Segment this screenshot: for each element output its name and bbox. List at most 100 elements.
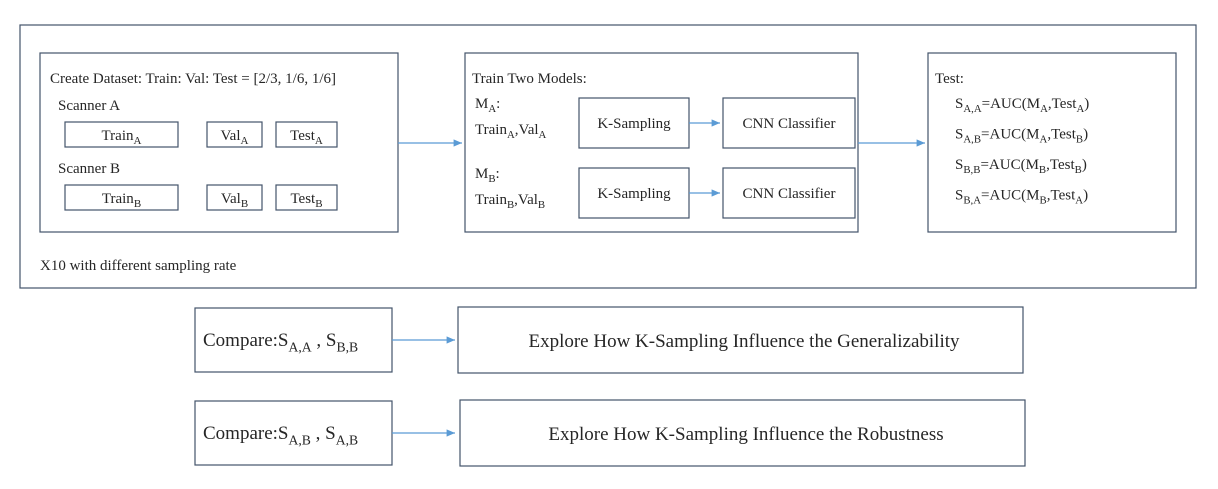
- scanner-label: Scanner B: [58, 161, 120, 177]
- step-label: K-Sampling: [597, 186, 671, 202]
- subscript: A: [507, 129, 515, 141]
- text-run: :: [496, 96, 500, 112]
- split-box: [206, 121, 263, 148]
- step-box: [578, 167, 690, 219]
- goal-label: Explore How K-Sampling Influence the Gen…: [528, 331, 960, 352]
- text-run: =AUC(M: [981, 188, 1039, 204]
- text-run: =AUC(M: [980, 157, 1038, 173]
- text-run: ,Val: [515, 122, 539, 138]
- text-run: Test: [290, 191, 316, 207]
- split-box: [275, 184, 338, 211]
- text-run: Compare:S: [203, 330, 289, 351]
- subscript: A: [134, 135, 142, 147]
- compare-label: Compare:SA,A , SB,B: [203, 330, 358, 354]
- step-box: [578, 97, 690, 149]
- text-run: S: [955, 157, 963, 173]
- test-metric: SB,A=AUC(MB,TestA): [955, 188, 1088, 207]
- text-run: ,Val: [514, 192, 538, 208]
- text-run: Compare:S: [203, 423, 289, 444]
- subscript: B: [507, 199, 514, 211]
- step-label: K-Sampling: [597, 116, 671, 132]
- model-data: TrainA,ValA: [475, 122, 547, 141]
- test-metric: SA,B=AUC(MA,TestB): [955, 127, 1088, 146]
- subscript: B,A: [963, 195, 981, 207]
- text-run: Train: [102, 191, 134, 207]
- subscript: A: [1040, 134, 1048, 146]
- text-run: S: [955, 127, 963, 143]
- subscript: B,B: [963, 164, 980, 176]
- subscript: B: [1039, 164, 1046, 176]
- text-run: S: [955, 96, 963, 112]
- subscript: B,B: [337, 339, 359, 354]
- subscript: B: [134, 198, 141, 210]
- text-run: Test: [290, 128, 316, 144]
- subscript: B: [241, 198, 248, 210]
- text-run: ,Test: [1046, 157, 1075, 173]
- model-name: MA:: [475, 96, 500, 115]
- compare-box: [194, 307, 393, 373]
- test-box: [927, 52, 1177, 233]
- text-run: ): [1083, 127, 1088, 143]
- text-run: S: [955, 188, 963, 204]
- split-label: ValB: [221, 191, 248, 210]
- text-run: Train: [475, 122, 507, 138]
- subscript: B: [1076, 134, 1083, 146]
- subscript: A,B: [289, 432, 311, 447]
- text-run: , S: [311, 423, 336, 444]
- compare-label: Compare:SA,B , SA,B: [203, 423, 358, 447]
- split-box: [206, 184, 263, 211]
- subscript: A: [539, 129, 547, 141]
- subscript: A: [488, 103, 496, 115]
- split-label: TestA: [290, 128, 323, 147]
- subscript: A,A: [289, 339, 312, 354]
- split-label: TrainB: [102, 191, 141, 210]
- text-run: ,Test: [1048, 96, 1077, 112]
- step-label: CNN Classifier: [743, 116, 836, 132]
- repeat-note: X10 with different sampling rate: [40, 258, 237, 274]
- dataset-title: Create Dataset: Train: Val: Test = [2/3,…: [50, 71, 336, 87]
- text-run: ,Test: [1047, 188, 1076, 204]
- text-run: M: [475, 166, 488, 182]
- split-box: [275, 121, 338, 148]
- split-box: [64, 184, 179, 211]
- text-run: Train: [475, 192, 507, 208]
- text-run: :: [496, 166, 500, 182]
- text-run: ,Test: [1047, 127, 1076, 143]
- goal-box: [459, 399, 1026, 467]
- text-run: M: [475, 96, 488, 112]
- text-run: =AUC(M: [981, 127, 1039, 143]
- text-run: ): [1083, 188, 1088, 204]
- split-label: ValA: [221, 128, 249, 147]
- subscript: A,A: [963, 103, 981, 115]
- model-name: MB:: [475, 166, 500, 185]
- step-box: [722, 167, 856, 219]
- test-metric: SA,A=AUC(MA,TestA): [955, 96, 1089, 115]
- split-box: [64, 121, 179, 148]
- models-title: Train Two Models:: [472, 71, 587, 87]
- text-run: Train: [102, 128, 134, 144]
- text-run: ): [1084, 96, 1089, 112]
- subscript: B: [538, 199, 545, 211]
- subscript: B: [488, 173, 495, 185]
- subscript: A: [241, 135, 249, 147]
- subscript: A: [1040, 103, 1048, 115]
- text-run: , S: [312, 330, 337, 351]
- step-box: [722, 97, 856, 149]
- subscript: A,B: [336, 432, 358, 447]
- subscript: A,B: [963, 134, 981, 146]
- text-run: =AUC(M: [982, 96, 1040, 112]
- text-run: ): [1082, 157, 1087, 173]
- test-title: Test:: [935, 71, 964, 87]
- split-label: TrainA: [102, 128, 142, 147]
- model-data: TrainB,ValB: [475, 192, 545, 211]
- subscript: A: [1076, 103, 1084, 115]
- subscript: A: [1075, 195, 1083, 207]
- split-label: TestB: [290, 191, 322, 210]
- test-metric: SB,B=AUC(MB,TestB): [955, 157, 1087, 176]
- goal-label: Explore How K-Sampling Influence the Rob…: [548, 424, 943, 445]
- goal-box: [457, 306, 1024, 374]
- step-label: CNN Classifier: [743, 186, 836, 202]
